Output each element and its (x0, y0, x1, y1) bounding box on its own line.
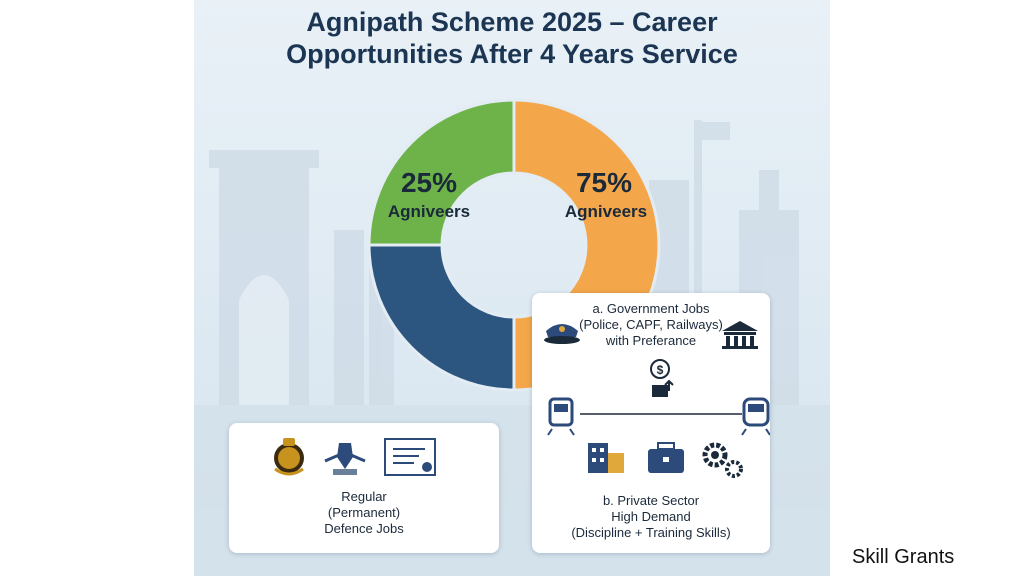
slice-label-orange-pct: 75% (576, 167, 632, 198)
slice-label-green-pct: 25% (401, 167, 457, 198)
career-icons: $ (544, 321, 770, 478)
donut-slice-green (367, 98, 516, 247)
government-building-icon (722, 321, 758, 349)
slice-label-green-name: Agniveers (388, 202, 470, 221)
air-force-crest-icon (324, 443, 366, 475)
donut-slice-dark (367, 243, 516, 392)
train-icon (547, 397, 575, 436)
emblem-badge-icon (274, 438, 304, 476)
slice-label-orange-name: Agniveers (565, 202, 647, 221)
government-line-3: with Preferance (605, 333, 697, 348)
defence-line-1: Regular (341, 489, 387, 504)
defence-jobs-card: Regular (Permanent) Defence Jobs (229, 423, 499, 553)
government-line-1: a. Government Jobs (592, 301, 710, 316)
infographic-panel: Agnipath Scheme 2025 – Career Opportunit… (194, 0, 830, 576)
government-line-2: (Police, CAPF, Railways) (579, 317, 723, 332)
page-title: Agnipath Scheme 2025 – Career Opportunit… (194, 6, 830, 70)
private-line-1: b. Private Sector (602, 493, 700, 508)
certificate-icon (384, 438, 436, 476)
office-building-icon (588, 443, 624, 473)
defence-line-3: Defence Jobs (324, 521, 404, 536)
defence-jobs-text: Regular (Permanent) Defence Jobs (229, 489, 499, 537)
private-sector-text: b. Private Sector High Demand (Disciplin… (532, 493, 770, 541)
private-line-2: High Demand (611, 509, 691, 524)
svg-text:$: $ (657, 363, 664, 377)
gears-icon (702, 442, 743, 478)
title-line-1: Agnipath Scheme 2025 – Career (306, 7, 718, 37)
metro-train-icon (741, 397, 770, 436)
briefcase-icon (648, 442, 684, 473)
title-line-2: Opportunities After 4 Years Service (286, 39, 738, 69)
government-jobs-text: a. Government Jobs (Police, CAPF, Railwa… (532, 301, 770, 349)
career-options-card: a. Government Jobs (Police, CAPF, Railwa… (532, 293, 770, 553)
label-orange: 75% Agniveers (565, 167, 647, 221)
label-green: 25% Agniveers (388, 167, 470, 221)
police-cap-icon (544, 324, 580, 344)
defence-icons (274, 438, 436, 476)
private-line-3: (Discipline + Training Skills) (571, 525, 731, 540)
defence-line-2: (Permanent) (327, 505, 401, 520)
money-up-icon: $ (650, 359, 674, 397)
watermark: Skill Grants (852, 546, 955, 568)
